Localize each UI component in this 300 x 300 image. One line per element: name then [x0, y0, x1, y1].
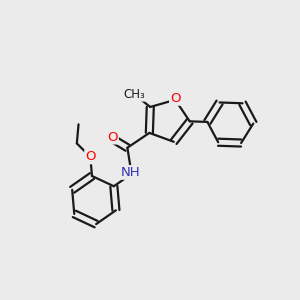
Text: CH₃: CH₃: [123, 88, 145, 101]
Text: O: O: [107, 130, 118, 144]
Text: O: O: [85, 150, 96, 164]
Text: O: O: [170, 92, 181, 105]
Text: NH: NH: [120, 166, 140, 179]
